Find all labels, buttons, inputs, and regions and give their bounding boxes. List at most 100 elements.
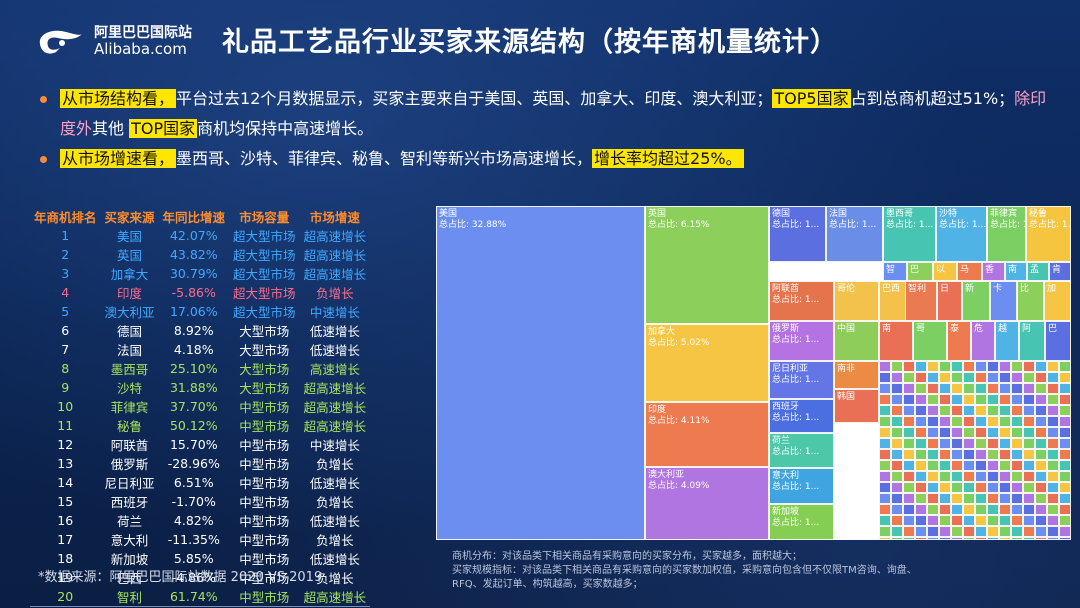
treemap-tail-cell[interactable] [939, 372, 951, 383]
treemap-tail-cell[interactable] [927, 537, 939, 540]
treemap-tail-cell[interactable] [987, 361, 999, 372]
treemap-tail-cell[interactable] [939, 471, 951, 482]
treemap-tail-cell[interactable] [987, 537, 999, 540]
treemap-tail-cell[interactable] [1059, 427, 1071, 438]
treemap-tail-cell[interactable] [975, 427, 987, 438]
treemap-tail-cell[interactable] [1047, 383, 1059, 394]
treemap-tail-cell[interactable] [963, 449, 975, 460]
treemap-tail-cell[interactable] [891, 493, 903, 504]
treemap-tail-cell[interactable] [1047, 471, 1059, 482]
treemap-cell[interactable]: 意大利 总占比: 1... [769, 468, 834, 504]
treemap-tail-cell[interactable] [915, 438, 927, 449]
treemap-tail-cell[interactable] [903, 438, 915, 449]
treemap-tail-cell[interactable] [939, 394, 951, 405]
treemap-tail-cell[interactable] [915, 449, 927, 460]
treemap-tail-cell[interactable] [975, 526, 987, 537]
treemap-tail-cell[interactable] [951, 416, 963, 427]
treemap-tail-cell[interactable] [915, 537, 927, 540]
treemap-tail-cell[interactable] [1035, 482, 1047, 493]
treemap-tail-cell[interactable] [1011, 438, 1023, 449]
treemap-tail-cell[interactable] [903, 416, 915, 427]
treemap-tail-cell[interactable] [987, 471, 999, 482]
treemap-tail-cell[interactable] [891, 482, 903, 493]
treemap-tail-cell[interactable] [1035, 526, 1047, 537]
treemap-tail-cell[interactable] [903, 361, 915, 372]
treemap-tail-cell[interactable] [903, 427, 915, 438]
treemap-tail-cell[interactable] [963, 361, 975, 372]
treemap-tail-cell[interactable] [1047, 361, 1059, 372]
treemap-tail-cell[interactable] [1023, 438, 1035, 449]
treemap-tail-cell[interactable] [987, 394, 999, 405]
treemap-tail-cell[interactable] [915, 372, 927, 383]
treemap-small-cell[interactable]: 马 [957, 262, 982, 281]
treemap-small-cell[interactable]: 比 [1017, 281, 1044, 321]
treemap-tail-cell[interactable] [999, 526, 1011, 537]
treemap-tail-cell[interactable] [879, 537, 891, 540]
treemap-tail-cell[interactable] [939, 504, 951, 515]
treemap-tail-cell[interactable] [927, 427, 939, 438]
treemap-tail-cell[interactable] [927, 361, 939, 372]
treemap-tail-cell[interactable] [1011, 460, 1023, 471]
treemap-tail-cell[interactable] [1059, 493, 1071, 504]
treemap-tail-cell[interactable] [915, 482, 927, 493]
treemap-tail-cell[interactable] [951, 482, 963, 493]
treemap-tail-cell[interactable] [999, 449, 1011, 460]
treemap-tail-cell[interactable] [999, 416, 1011, 427]
treemap-tail-cell[interactable] [999, 372, 1011, 383]
treemap-tail-cell[interactable] [1047, 438, 1059, 449]
treemap-cell[interactable]: 加拿大 总占比: 5.02% [645, 324, 769, 402]
treemap-tail-cell[interactable] [975, 493, 987, 504]
treemap-tail-cell[interactable] [1023, 537, 1035, 540]
treemap-tail-cell[interactable] [951, 460, 963, 471]
treemap-tail-cell[interactable] [1011, 537, 1023, 540]
treemap-tail-cell[interactable] [1059, 460, 1071, 471]
treemap-tail-cell[interactable] [987, 405, 999, 416]
treemap-tail-cell[interactable] [951, 427, 963, 438]
treemap-tail-cell[interactable] [975, 394, 987, 405]
treemap-tail-cell[interactable] [963, 526, 975, 537]
treemap-tail-cell[interactable] [999, 361, 1011, 372]
treemap-tail-cell[interactable] [1011, 361, 1023, 372]
treemap-tail-cell[interactable] [1047, 493, 1059, 504]
treemap-tail-cell[interactable] [1059, 449, 1071, 460]
treemap-tail-cell[interactable] [963, 438, 975, 449]
treemap-tail-cell[interactable] [1047, 460, 1059, 471]
treemap-tail-cell[interactable] [951, 537, 963, 540]
treemap-small-cell[interactable]: 肯 [1049, 262, 1071, 281]
treemap-tail-cell[interactable] [999, 504, 1011, 515]
treemap-tail-cell[interactable] [879, 460, 891, 471]
treemap-tail-cell[interactable] [879, 372, 891, 383]
treemap-tail-cell[interactable] [1035, 405, 1047, 416]
treemap-tail-cell[interactable] [903, 383, 915, 394]
treemap-tail-cell[interactable] [927, 405, 939, 416]
treemap-tail-cell[interactable] [1023, 383, 1035, 394]
treemap-tail-cell[interactable] [939, 460, 951, 471]
treemap-tail-cell[interactable] [891, 460, 903, 471]
treemap-tail-cell[interactable] [1059, 372, 1071, 383]
treemap-tail-cell[interactable] [915, 383, 927, 394]
treemap-tail-cell[interactable] [975, 361, 987, 372]
treemap-tail-cell[interactable] [1047, 526, 1059, 537]
treemap-tail-cell[interactable] [1047, 394, 1059, 405]
treemap-tail-cell[interactable] [963, 493, 975, 504]
treemap-tail-cell[interactable] [1059, 361, 1071, 372]
treemap-tail-cell[interactable] [1023, 405, 1035, 416]
treemap-tail-cell[interactable] [963, 504, 975, 515]
treemap-tail-cell[interactable] [891, 427, 903, 438]
treemap-tail-cell[interactable] [975, 471, 987, 482]
treemap-tail-cell[interactable] [1035, 493, 1047, 504]
treemap-cell[interactable]: 俄罗斯 总占比: 1... [769, 321, 834, 361]
treemap-tail-cell[interactable] [903, 372, 915, 383]
treemap-tail-cell[interactable] [891, 504, 903, 515]
treemap-tail-cell[interactable] [879, 493, 891, 504]
treemap-tail-cell[interactable] [951, 372, 963, 383]
treemap-tail-cell[interactable] [951, 449, 963, 460]
treemap-tail-cell[interactable] [999, 471, 1011, 482]
treemap-tail-cell[interactable] [903, 504, 915, 515]
treemap-tail-cell[interactable] [975, 504, 987, 515]
treemap-tail-cell[interactable] [987, 493, 999, 504]
treemap-small-cell[interactable]: 阿 [1019, 321, 1045, 361]
treemap-cell[interactable]: 西班牙 总占比: 1... [769, 399, 834, 433]
treemap-tail-cell[interactable] [903, 394, 915, 405]
